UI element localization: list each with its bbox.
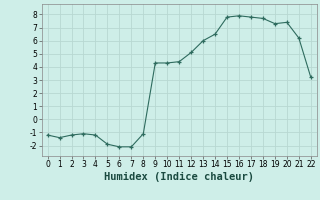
X-axis label: Humidex (Indice chaleur): Humidex (Indice chaleur) [104,172,254,182]
